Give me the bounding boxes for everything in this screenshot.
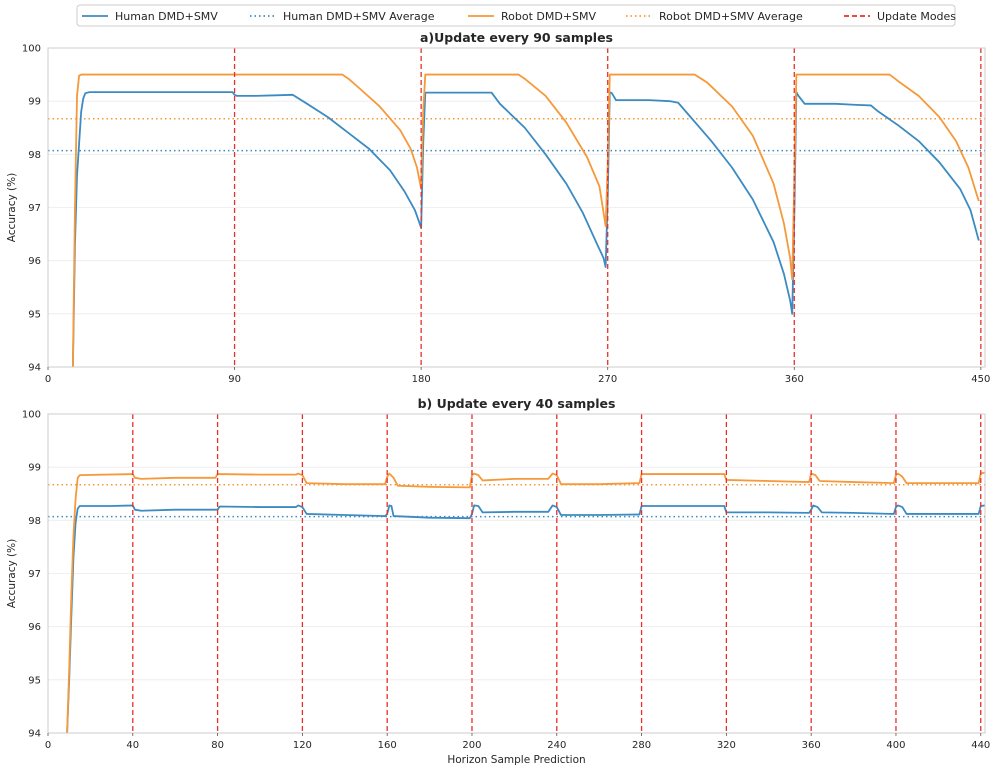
x-tick-label-240: 240 [547, 740, 566, 751]
x-tick-label-200: 200 [462, 740, 481, 751]
legend-label-4: Robot DMD+SMV Average [659, 10, 803, 23]
x-tick-label-90: 90 [228, 374, 241, 385]
y-axis-label: Accuracy (%) [6, 539, 18, 608]
chart-panel-a: 0 90 180 270 360 450 94 95 96 97 98 99 100 a)Update e… [6, 30, 990, 385]
human-series-line [66, 504, 985, 733]
x-tick-label-40: 40 [126, 740, 139, 751]
y-tick-label-99: 99 [28, 97, 41, 108]
y-tick-label-99: 99 [28, 463, 41, 474]
x-tick-label-0: 0 [45, 740, 51, 751]
plot-frame [47, 47, 986, 368]
legend-frame [76, 4, 956, 27]
x-tick-label-270: 270 [598, 374, 617, 385]
legend-label-3: Robot DMD+SMV [501, 10, 597, 23]
x-tick-label-160: 160 [378, 740, 397, 751]
robot-series-line [71, 73, 980, 367]
chart-title: a)Update every 90 samples [420, 30, 613, 45]
x-tick-label-280: 280 [632, 740, 651, 751]
y-tick-label-97: 97 [28, 569, 41, 580]
y-tick-label-95: 95 [28, 675, 41, 686]
y-tick-label-97: 97 [28, 203, 41, 214]
y-tick-label-94: 94 [28, 363, 41, 374]
x-tick-label-450: 450 [971, 374, 990, 385]
x-tick-label-120: 120 [293, 740, 312, 751]
y-axis-label: Accuracy (%) [6, 173, 18, 242]
x-axis-label: Horizon Sample Prediction [447, 754, 585, 766]
x-tick-label-440: 440 [971, 740, 990, 751]
y-tick-label-94: 94 [28, 729, 41, 740]
x-tick-label-320: 320 [717, 740, 736, 751]
plot-frame [47, 413, 986, 734]
x-tick-label-0: 0 [45, 374, 51, 385]
x-tick-label-360: 360 [802, 740, 821, 751]
legend-label-2: Human DMD+SMV Average [283, 10, 435, 23]
y-tick-label-98: 98 [28, 150, 41, 161]
y-tick-label-100: 100 [22, 410, 41, 421]
x-tick-label-360: 360 [785, 374, 804, 385]
chart-title: b) Update every 40 samples [418, 396, 616, 411]
legend-label-5: Update Modes [877, 10, 956, 23]
chart-panel-b: 0 40 80 120 160 200 240 280 320 360 400 440 94 95 96 97… [6, 396, 990, 766]
y-tick-label-100: 100 [22, 44, 41, 55]
plot-area [48, 414, 985, 733]
x-tick-label-80: 80 [211, 740, 224, 751]
y-tick-label-96: 96 [28, 622, 41, 633]
y-tick-label-96: 96 [28, 256, 41, 267]
x-tick-label-180: 180 [412, 374, 431, 385]
human-series-line [71, 91, 980, 367]
legend-label-1: Human DMD+SMV [115, 10, 218, 23]
x-tick-label-400: 400 [886, 740, 905, 751]
y-tick-label-98: 98 [28, 516, 41, 527]
y-tick-label-95: 95 [28, 309, 41, 320]
plot-area [48, 48, 985, 367]
legend: Human DMD+SMV Human DMD+SMV Average Robot … [76, 4, 956, 27]
robot-series-line [66, 471, 985, 733]
